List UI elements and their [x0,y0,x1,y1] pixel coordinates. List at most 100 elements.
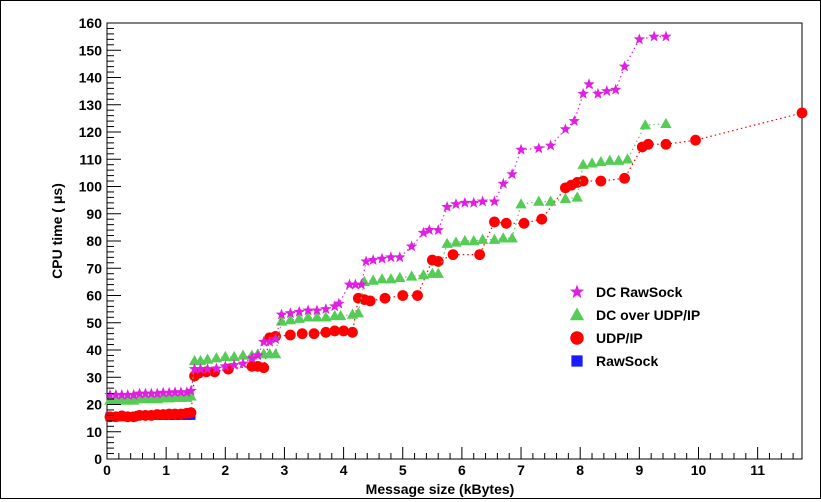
data-point [518,217,530,229]
x-tick-label: 0 [103,462,111,478]
data-point [376,252,388,264]
data-point [338,325,349,337]
data-point [151,387,163,399]
data-point [450,236,462,247]
x-tick-label: 6 [458,462,466,478]
data-point [515,143,527,155]
data-point [139,387,152,399]
data-point [568,115,580,126]
data-point [488,195,501,207]
data-point [612,154,625,165]
x-tick-label: 8 [576,462,584,478]
data-point [219,360,231,372]
data-point [246,352,258,364]
data-point [269,333,282,344]
x-tick-label: 11 [750,462,765,478]
data-point [379,292,391,304]
data-point [660,138,672,150]
data-point [459,235,471,246]
data-point [122,388,134,400]
data-point [577,158,589,169]
data-point [450,198,462,210]
data-point [468,235,480,246]
data-point [497,232,509,243]
data-point [201,363,214,374]
data-point [308,328,320,340]
y-tick-label: 50 [86,315,102,331]
data-point [201,353,214,364]
y-tick-label: 120 [79,124,103,140]
data-point [595,175,607,187]
y-tick-label: 160 [79,15,103,31]
data-point [360,255,372,267]
y-tick-label: 140 [79,70,103,86]
data-point [619,172,630,184]
legend-marker [569,284,585,299]
data-point [690,134,701,146]
y-tick-label: 130 [79,97,103,113]
data-point [185,407,197,419]
data-point [609,83,622,95]
x-tick-label: 2 [221,462,229,478]
data-point [157,386,169,398]
data-point [385,273,397,284]
data-point [110,388,122,400]
data-point [536,213,548,225]
data-point [447,249,459,261]
data-point [441,200,453,212]
data-point [228,350,240,362]
data-point [237,349,249,360]
data-point [194,363,207,374]
data-point [459,196,471,208]
data-point [417,269,430,280]
y-axis-title: CPU time ( μs) [49,183,65,279]
data-point [311,304,323,316]
data-point [432,267,444,278]
data-point [405,270,418,281]
x-tick-label: 4 [340,462,348,478]
y-tick-label: 0 [94,451,102,467]
data-point [263,335,276,347]
data-point [583,78,595,90]
data-point [104,388,116,400]
data-point [432,256,444,267]
data-point [506,232,518,243]
y-tick-label: 100 [79,179,103,195]
data-point [533,142,545,154]
legend-label: DC over UDP/IP [596,307,700,323]
data-point [352,307,365,318]
data-point [296,328,308,340]
y-tick-label: 90 [86,206,102,222]
data-point [210,362,223,374]
data-point [618,60,631,72]
data-point [145,387,158,399]
y-tick-label: 70 [86,260,102,276]
data-point [660,30,672,42]
legend-label: RawSock [596,353,658,369]
data-point [500,217,512,229]
x-tick-label: 1 [162,462,170,478]
data-point [269,348,282,359]
data-point [364,295,376,307]
data-point [275,308,288,320]
data-point [476,195,489,207]
data-point [571,191,583,202]
data-point [127,388,140,400]
data-point [284,329,296,341]
data-point [175,386,187,398]
data-point [441,237,453,248]
data-point [394,251,406,263]
data-point [796,107,808,119]
data-point [367,254,379,265]
data-point [284,307,297,319]
data-point [302,304,314,316]
data-point [577,87,589,99]
data-point [474,249,486,261]
x-tick-label: 3 [281,462,289,478]
data-point [533,195,545,206]
legend-label: DC RawSock [596,284,683,300]
series-layer [104,30,808,423]
data-point [329,325,341,337]
y-tick-label: 40 [86,342,102,358]
